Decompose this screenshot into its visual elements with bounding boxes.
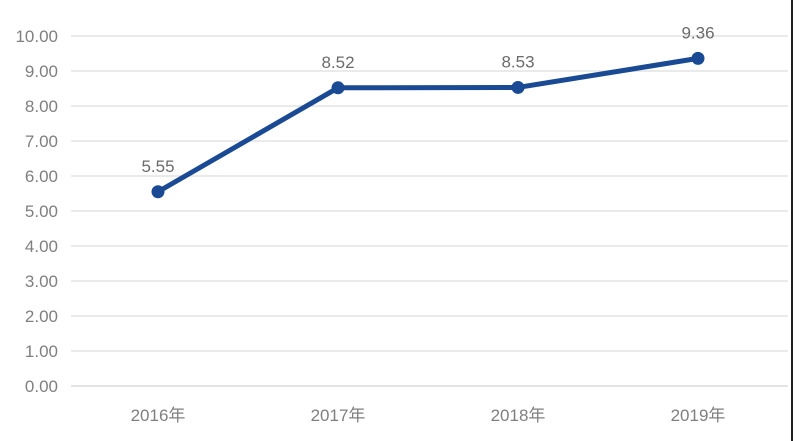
y-axis-tick-label: 8.00	[25, 97, 58, 116]
y-axis-tick-label: 9.00	[25, 62, 58, 81]
series-line	[155, 55, 701, 195]
x-axis-category-label: 2017年	[311, 406, 366, 425]
y-axis-tick-label: 6.00	[25, 167, 58, 186]
x-axis-category-label: 2018年	[491, 406, 546, 425]
data-point-label: 8.53	[501, 52, 534, 71]
data-point-marker	[511, 80, 525, 94]
data-point-marker	[331, 81, 345, 95]
y-axis-tick-label: 3.00	[25, 272, 58, 291]
x-axis-category-label: 2019年	[671, 406, 726, 425]
y-axis-tick-label: 7.00	[25, 132, 58, 151]
data-point-marker	[151, 185, 165, 199]
x-axis-category-label: 2016年	[131, 406, 186, 425]
y-axis-tick-label: 1.00	[25, 342, 58, 361]
y-axis-tick-label: 4.00	[25, 237, 58, 256]
data-point-marker	[691, 51, 705, 65]
y-axis-tick-label: 0.00	[25, 377, 58, 396]
data-point-label: 9.36	[681, 23, 714, 42]
y-axis-tick-label: 10.00	[15, 27, 58, 46]
y-axis-tick-label: 2.00	[25, 307, 58, 326]
window-edge-line	[791, 0, 793, 441]
data-point-label: 5.55	[141, 157, 174, 176]
data-point-label: 8.52	[321, 53, 354, 72]
y-axis-tick-label: 5.00	[25, 202, 58, 221]
